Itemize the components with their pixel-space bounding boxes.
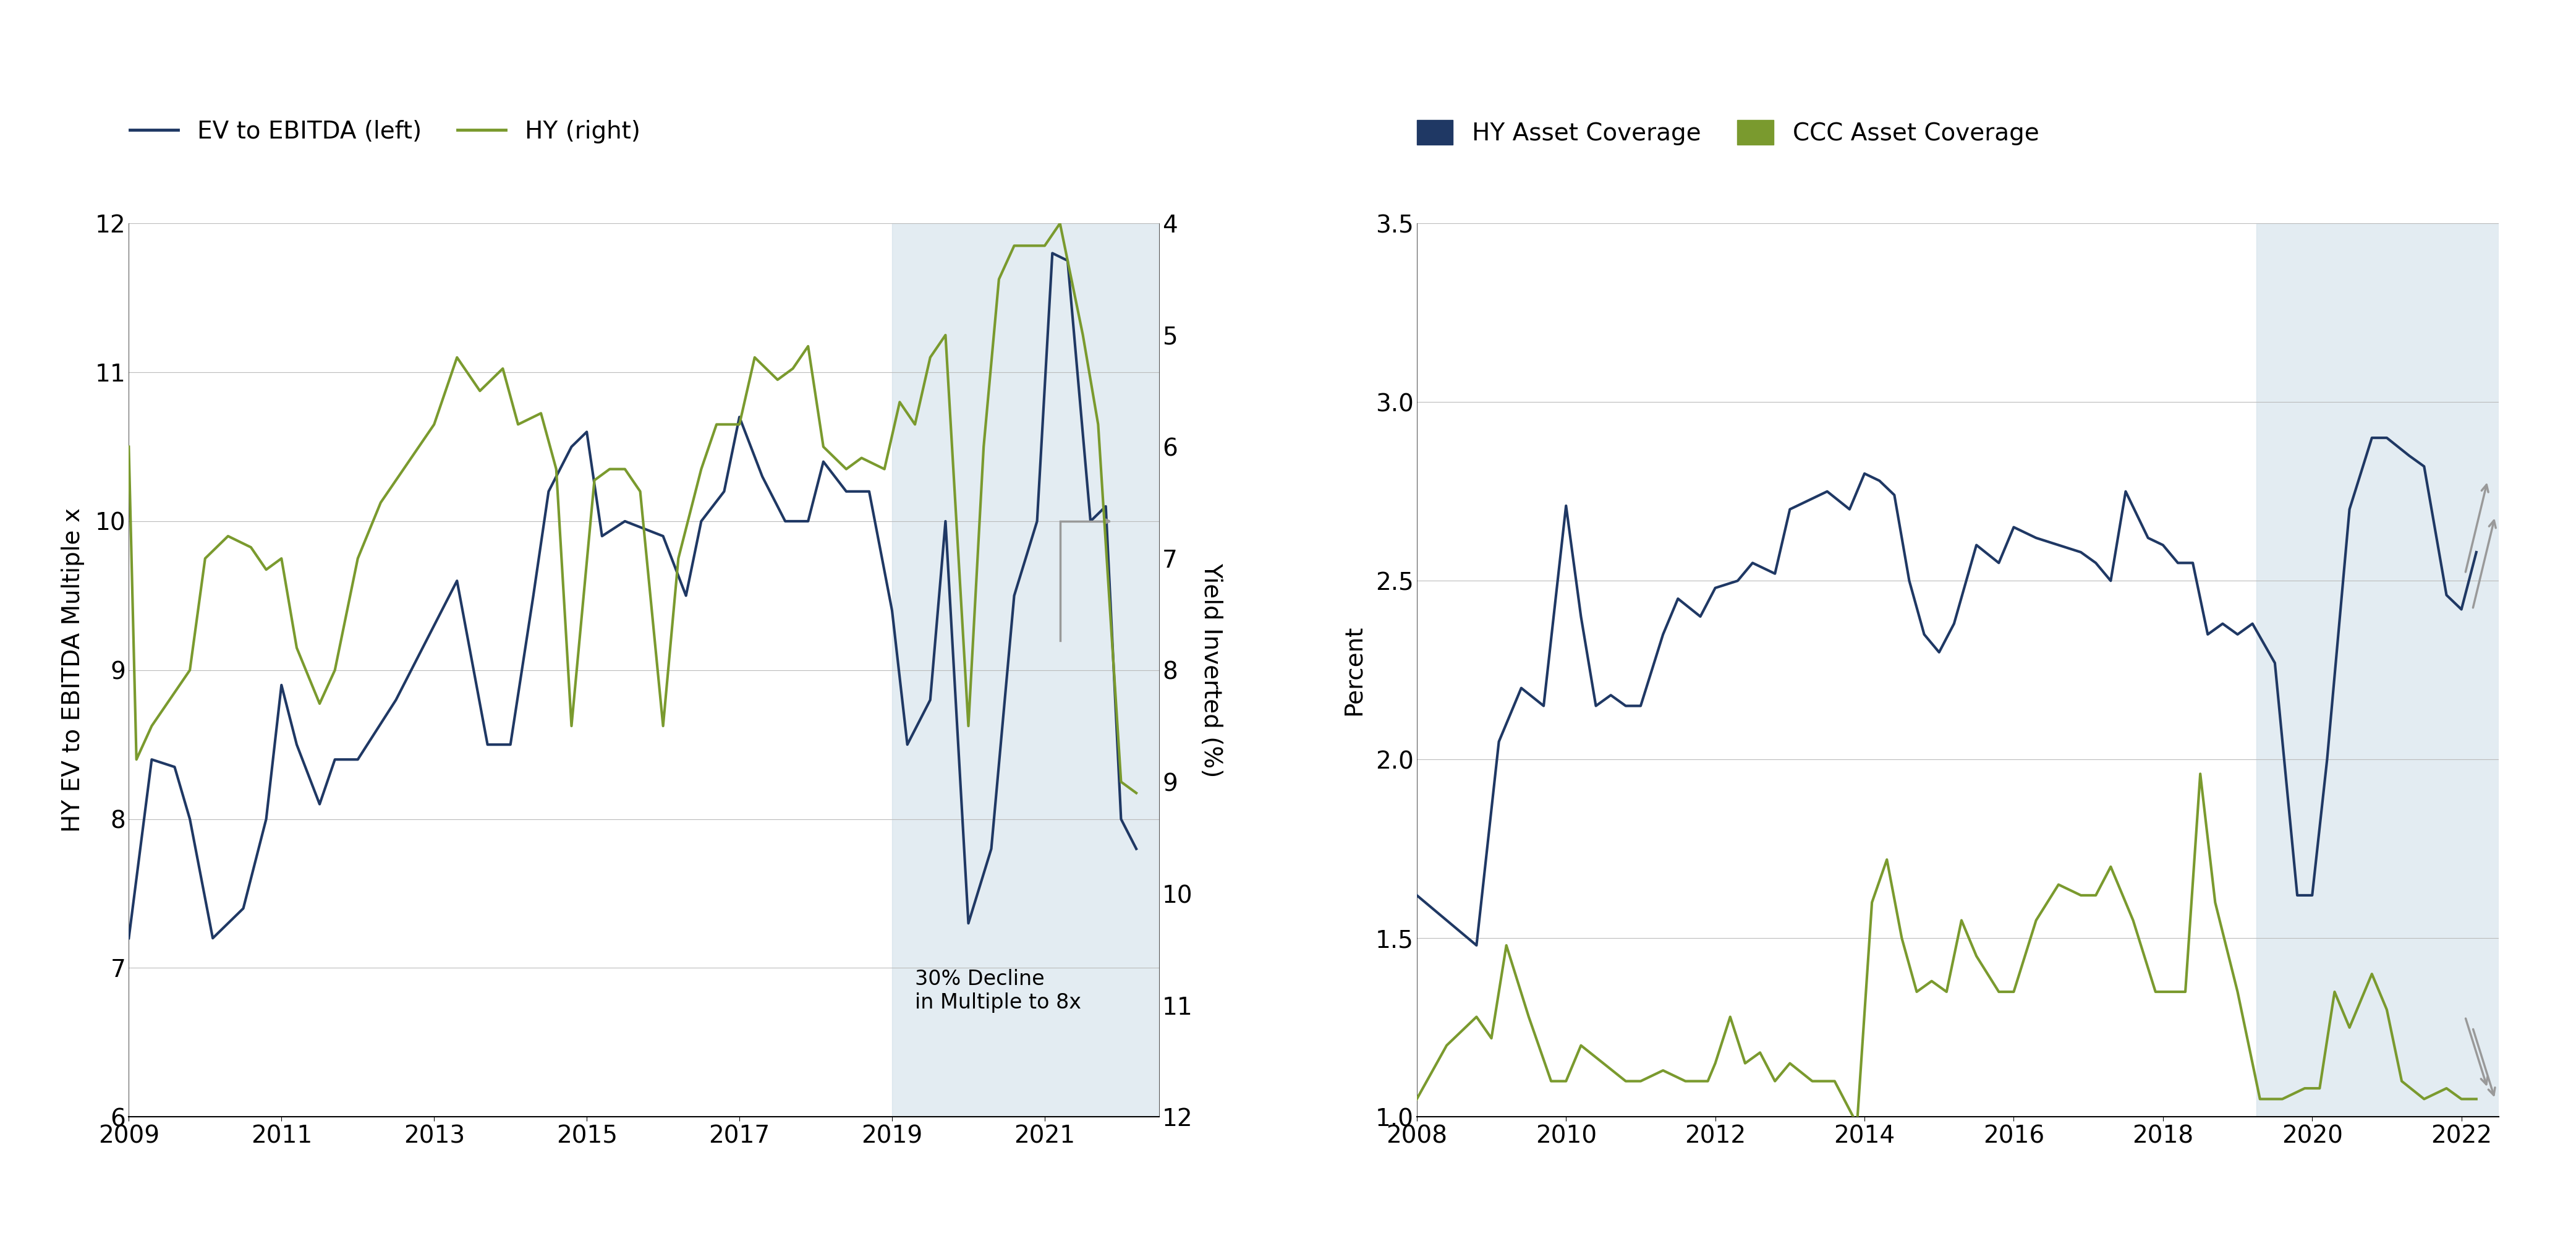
Bar bbox=[2257, 223, 2499, 1117]
Legend: EV to EBITDA (left), HY (right): EV to EBITDA (left), HY (right) bbox=[121, 110, 649, 153]
Y-axis label: Yield Inverted (%): Yield Inverted (%) bbox=[1200, 562, 1224, 778]
Y-axis label: Percent: Percent bbox=[1342, 625, 1365, 715]
Bar bbox=[891, 223, 1159, 1117]
Y-axis label: HY EV to EBITDA Multiple x: HY EV to EBITDA Multiple x bbox=[62, 508, 85, 833]
Text: 30% Decline
in Multiple to 8x: 30% Decline in Multiple to 8x bbox=[914, 969, 1082, 1013]
Legend: HY Asset Coverage, CCC Asset Coverage: HY Asset Coverage, CCC Asset Coverage bbox=[1406, 110, 2048, 155]
